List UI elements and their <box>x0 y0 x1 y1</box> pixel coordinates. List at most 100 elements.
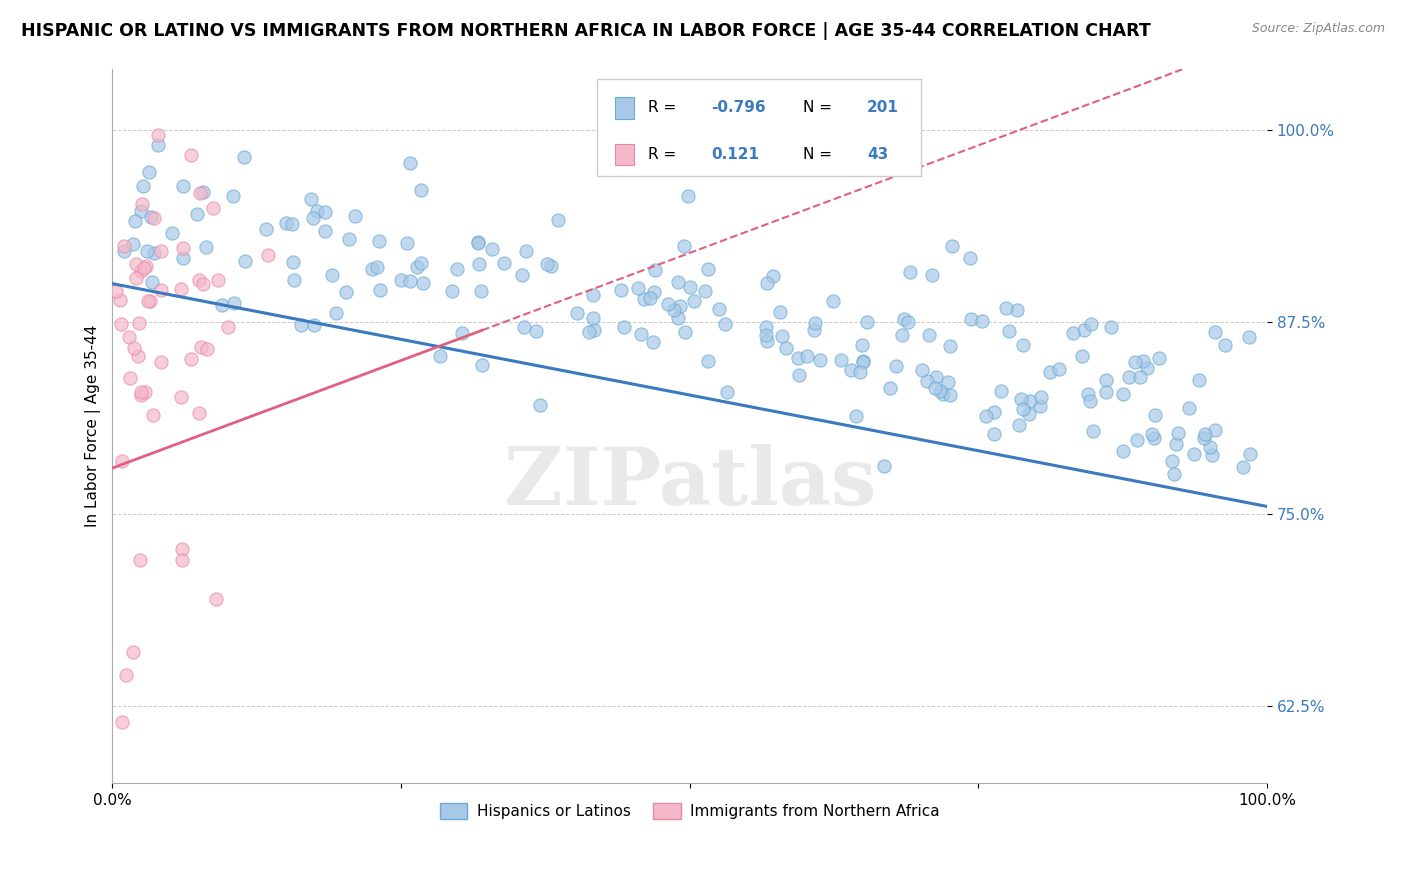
Point <box>938 387 960 401</box>
Point <box>936 375 959 389</box>
Text: ZIPatlas: ZIPatlas <box>503 444 876 522</box>
Point <box>217 320 239 334</box>
Point <box>111 714 134 729</box>
Point <box>830 353 852 368</box>
Point <box>1123 355 1146 369</box>
Legend: Hispanics or Latinos, Immigrants from Northern Africa: Hispanics or Latinos, Immigrants from No… <box>433 797 946 825</box>
Point <box>898 265 921 279</box>
Point <box>1039 366 1062 380</box>
Point <box>131 264 153 278</box>
Point <box>808 353 831 368</box>
Point <box>256 247 278 261</box>
Point <box>1198 441 1220 455</box>
Point <box>974 409 997 423</box>
Text: 43: 43 <box>868 147 889 161</box>
Point <box>221 188 243 202</box>
Point <box>1205 424 1227 438</box>
Point <box>679 280 702 294</box>
Point <box>124 214 146 228</box>
Point <box>762 268 785 283</box>
Point <box>470 285 492 299</box>
Point <box>150 355 173 369</box>
Point <box>344 209 367 223</box>
Point <box>120 370 142 384</box>
Point <box>693 284 716 298</box>
Point <box>314 224 336 238</box>
Point <box>839 363 862 377</box>
Point <box>370 283 392 297</box>
Point <box>302 211 325 225</box>
Point <box>117 330 139 344</box>
Point <box>124 270 146 285</box>
Point <box>1099 319 1122 334</box>
Point <box>582 311 605 326</box>
Point <box>755 319 778 334</box>
Point <box>709 301 731 316</box>
Point <box>162 227 184 241</box>
Point <box>941 238 963 252</box>
Point <box>129 203 152 218</box>
Point <box>644 263 666 277</box>
Point <box>446 262 468 277</box>
Point <box>172 252 194 266</box>
Point <box>1135 360 1157 375</box>
Point <box>170 553 193 567</box>
Point <box>143 246 166 260</box>
Point <box>714 317 737 331</box>
Point <box>211 298 233 312</box>
Point <box>191 185 214 199</box>
Point <box>540 260 562 274</box>
Point <box>1142 426 1164 441</box>
Point <box>581 288 603 302</box>
Point <box>983 427 1005 442</box>
Point <box>205 591 228 606</box>
Point <box>578 326 600 340</box>
Point <box>1182 447 1205 461</box>
Point <box>193 277 215 292</box>
Point <box>1143 408 1166 422</box>
Point <box>129 388 152 402</box>
Point <box>893 312 915 326</box>
Point <box>1126 433 1149 447</box>
Point <box>510 268 533 282</box>
Point <box>547 213 569 227</box>
Point <box>108 293 131 307</box>
Point <box>1164 436 1187 450</box>
Point <box>676 189 699 203</box>
Point <box>172 541 194 556</box>
Point <box>1010 392 1032 407</box>
Point <box>429 349 451 363</box>
Point <box>567 306 589 320</box>
Point <box>441 284 464 298</box>
Point <box>136 244 159 258</box>
Point <box>467 235 489 250</box>
Point <box>928 384 950 398</box>
Bar <box>614 97 634 119</box>
Point <box>1201 448 1223 462</box>
Point <box>1095 384 1118 399</box>
Point <box>290 318 312 332</box>
Point <box>924 381 946 395</box>
Text: N =: N = <box>803 147 838 161</box>
Point <box>891 327 914 342</box>
Point <box>150 283 173 297</box>
Point <box>915 374 938 388</box>
Point <box>141 275 163 289</box>
Point <box>1188 372 1211 386</box>
Point <box>939 339 962 353</box>
Point <box>803 323 825 337</box>
Point <box>125 257 148 271</box>
Point <box>770 329 793 343</box>
Point <box>997 324 1019 338</box>
Point <box>683 294 706 309</box>
Point <box>307 203 329 218</box>
Point <box>536 257 558 271</box>
Point <box>1194 427 1216 442</box>
Point <box>990 384 1012 398</box>
Point <box>897 315 920 329</box>
Point <box>529 398 551 412</box>
Point <box>1062 326 1084 340</box>
Point <box>755 327 778 342</box>
Point <box>696 262 718 277</box>
Point <box>1047 361 1070 376</box>
